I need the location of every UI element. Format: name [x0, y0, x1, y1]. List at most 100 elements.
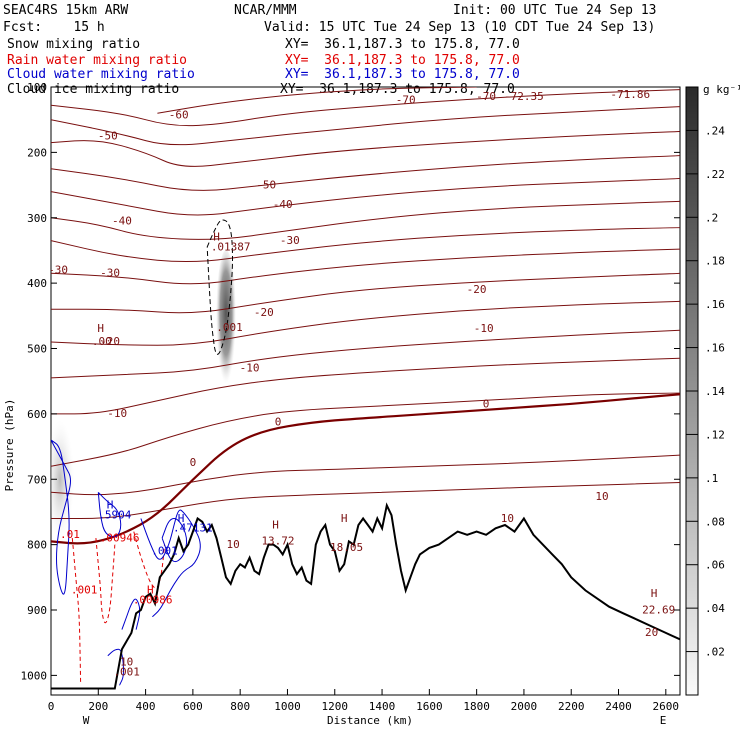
init-time: Init: 00 UTC Tue 24 Sep 13: [453, 3, 657, 18]
colorbar-tick-label: .18: [705, 255, 725, 268]
contour-label-5: -30: [48, 263, 68, 276]
y-tick-label: 400: [27, 277, 47, 290]
contour-label-30: .00: [92, 335, 112, 348]
colorbar-tick-label: .12: [705, 428, 725, 441]
isotherm-14: [51, 454, 680, 496]
contour-label-21: 10: [226, 538, 239, 551]
field-snow-xy: XY= 36.1,187.3 to 175.8, 77.0: [285, 37, 520, 52]
rain-label-3: H: [147, 584, 154, 597]
contour-label-18: -70: [476, 90, 496, 103]
isotherm-10: [51, 300, 680, 346]
x-tick-label: 800: [230, 700, 250, 713]
contour-label-27: .01387: [211, 240, 251, 253]
x-tick-label: 600: [183, 700, 203, 713]
contour-label-14: 0: [190, 456, 197, 469]
colorbar-tick-label: .22: [705, 168, 725, 181]
snow-shading-lower: [51, 420, 74, 540]
cloud-label-3: .47131: [173, 522, 213, 535]
x-tick-label: 200: [88, 700, 108, 713]
ice-contour: [206, 219, 233, 355]
colorbar-ticks: .24 .22 .2 .18 .16 .16 .14 .12 .1 .08 .06 .04 .02: [686, 124, 725, 659]
x-tick-label: 2400: [605, 700, 632, 713]
temperature-contours: [51, 87, 680, 545]
x-tick-label: 2000: [511, 700, 538, 713]
isotherm-15: [51, 482, 680, 519]
isotherm-3: [51, 130, 680, 167]
isotherm-12: [51, 357, 680, 415]
contour-label-22: 10: [501, 512, 514, 525]
x-tick-label: 2600: [653, 700, 680, 713]
contour-label-3: -40: [112, 214, 132, 227]
isotherm-13: [51, 392, 680, 467]
x-axis: 0 200 400 600 800 1000 1200 1400 1600 1800 2000 220…: [48, 689, 679, 713]
x-tick-label: 400: [136, 700, 156, 713]
x-tick-label: 1400: [369, 700, 396, 713]
contour-label-35: H: [651, 587, 658, 600]
field-rain-xy: XY= 36.1,187.3 to 175.8, 77.0: [285, 53, 520, 68]
contour-label-28: .001: [216, 321, 243, 334]
x-tick-label: 1600: [416, 700, 443, 713]
x-tick-label: 2200: [558, 700, 585, 713]
cloud-label-4: .001: [151, 544, 178, 557]
y-axis-label: Pressure (hPa): [3, 399, 16, 492]
field-ice-xy: XY= 36.1,187.3 to 175.8, 77.0: [280, 82, 515, 97]
colorbar-tick-label: .16: [705, 298, 725, 311]
contour-label-29: H: [97, 322, 104, 335]
isotherm-8: [51, 248, 680, 285]
contour-label-36: 22.69: [642, 603, 675, 616]
isotherm-6: [51, 200, 680, 240]
x-tick-label: 1800: [463, 700, 490, 713]
y-tick-label: 1000: [21, 669, 48, 682]
cloud-contour-3: [121, 598, 141, 630]
contour-label-13: -10: [474, 322, 494, 335]
contour-label-37: .001: [113, 665, 140, 678]
field-rain-name: Rain water mixing ratio: [7, 53, 187, 68]
y-tick-label: 100: [27, 81, 47, 94]
contour-label-16: 0: [483, 397, 490, 410]
model-name: SEAC4RS 15km ARW: [3, 3, 128, 18]
rain-label-2: .001: [71, 584, 98, 597]
contour-label-10: -20: [467, 283, 487, 296]
contour-label-34: 18.05: [330, 541, 363, 554]
colorbar-tick-label: .06: [705, 559, 725, 572]
colorbar-tick-label: .16: [705, 342, 725, 355]
isotherm-1: [51, 89, 680, 127]
contour-label-17: -70: [396, 93, 416, 106]
left-endpoint-label: W: [83, 714, 90, 727]
rain-label-4: .00986: [133, 594, 173, 607]
isotherm-2: [51, 106, 680, 146]
contour-label-7: -30: [280, 234, 300, 247]
colorbar-unit: g kg⁻¹: [703, 83, 740, 96]
x-tick-label: 1000: [274, 700, 301, 713]
isotherm-11: [51, 329, 680, 379]
y-tick-label: 600: [27, 408, 47, 421]
cloud-label-0: H: [107, 499, 114, 512]
contour-labels: -60 -50 -50 -40 -40 -30 -30 -30 -20 -20 -20 -10 -10 -…: [48, 88, 675, 678]
contour-label-20: -71.86: [610, 88, 650, 101]
isotherm-4: [51, 155, 680, 191]
cloud-label-2: H: [178, 512, 185, 525]
cloud-contour-1: [97, 491, 122, 538]
rain-contours: [71, 531, 165, 682]
cloud-contour-2: [140, 509, 201, 618]
x-tick-label: 1200: [322, 700, 349, 713]
cloud-contour-5: [161, 517, 188, 563]
terrain-line: [51, 502, 680, 690]
colorbar-tick-label: .08: [705, 515, 725, 528]
colorbar-tick-label: .1: [705, 472, 718, 485]
contour-label-0: -60: [169, 108, 189, 121]
forecast-hour: Fcst: 15 h: [3, 20, 105, 35]
contour-label-1: -50: [98, 129, 118, 142]
x-tick-label: 0: [48, 700, 55, 713]
field-ice-name: Cloud ice mixing ratio: [7, 82, 179, 97]
valid-time: Valid: 15 UTC Tue 24 Sep 13 (10 CDT Tue …: [264, 20, 655, 35]
contour-label-11: -10: [107, 407, 127, 420]
contour-label-19: -72.35: [504, 90, 544, 103]
center-name: NCAR/MMM: [234, 3, 297, 18]
colorbar-tick-label: .04: [705, 602, 725, 615]
contour-label-26: H: [213, 231, 220, 244]
field-cloud-name: Cloud water mixing ratio: [7, 67, 195, 82]
contour-label-24: 20: [645, 626, 658, 639]
